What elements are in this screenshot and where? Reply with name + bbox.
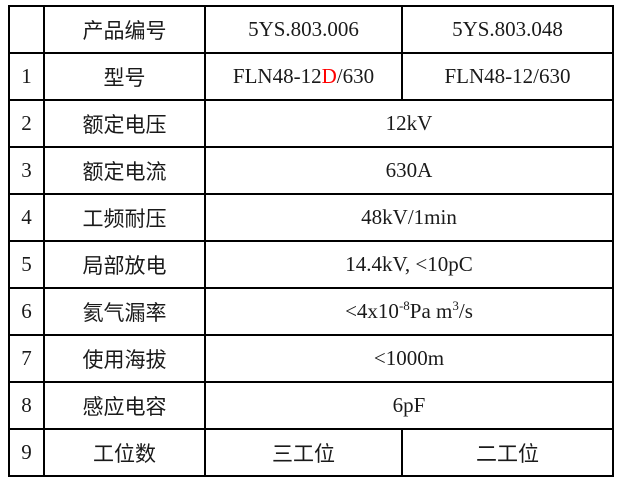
model-1-cell: FLN48-12D/630 [204, 52, 403, 101]
spec-label-station-count: 工位数 [43, 428, 206, 477]
induced-capacitance-value-cell: 6pF [204, 381, 614, 430]
table-row-partial-discharge: 5 局部放电 14.4kV, <10pC [8, 240, 614, 289]
row-index-cell [8, 5, 45, 54]
table-row-induced-capacitance: 8 感应电容 6pF [8, 381, 614, 430]
row-index-cell: 6 [8, 287, 45, 336]
spec-label-rated-voltage: 额定电压 [43, 99, 206, 148]
spec-label-model: 型号 [43, 52, 206, 101]
table-row-altitude: 7 使用海拔 <1000m [8, 334, 614, 383]
leak-value-part2: Pa m [409, 299, 453, 323]
spec-label-partial-discharge: 局部放电 [43, 240, 206, 289]
model-1-highlight-letter: D [321, 64, 337, 88]
row-index-cell: 7 [8, 334, 45, 383]
helium-leak-rate-value-cell: <4x10-8Pa m3/s [204, 287, 614, 336]
leak-value-part3: /s [458, 299, 473, 323]
model-2-cell: FLN48-12/630 [401, 52, 614, 101]
row-index-cell: 3 [8, 146, 45, 195]
product-code-2-cell: 5YS.803.048 [401, 5, 614, 54]
row-index-cell: 9 [8, 428, 45, 477]
table-row-helium-leak-rate: 6 氦气漏率 <4x10-8Pa m3/s [8, 287, 614, 336]
table-row-rated-current: 3 额定电流 630A [8, 146, 614, 195]
leak-value-exponent: -8 [398, 298, 410, 313]
row-index-cell: 8 [8, 381, 45, 430]
altitude-value-cell: <1000m [204, 334, 614, 383]
spec-label-product-code: 产品编号 [43, 5, 206, 54]
spec-label-rated-current: 额定电流 [43, 146, 206, 195]
product-spec-table-container: 产品编号 5YS.803.006 5YS.803.048 1 型号 FLN48-… [8, 5, 614, 477]
table-row-header: 产品编号 5YS.803.006 5YS.803.048 [8, 5, 614, 54]
row-index-cell: 2 [8, 99, 45, 148]
spec-label-induced-capacitance: 感应电容 [43, 381, 206, 430]
spec-label-power-freq-withstand: 工频耐压 [43, 193, 206, 242]
product-code-1-cell: 5YS.803.006 [204, 5, 403, 54]
spec-label-altitude: 使用海拔 [43, 334, 206, 383]
station-count-value-1-cell: 三工位 [204, 428, 403, 477]
product-spec-table: 产品编号 5YS.803.006 5YS.803.048 1 型号 FLN48-… [8, 5, 614, 477]
leak-value-cube: 3 [452, 298, 459, 313]
model-1-prefix: FLN48-12 [232, 64, 322, 88]
row-index-cell: 1 [8, 52, 45, 101]
row-index-cell: 4 [8, 193, 45, 242]
partial-discharge-value-cell: 14.4kV, <10pC [204, 240, 614, 289]
table-row-station-count: 9 工位数 三工位 二工位 [8, 428, 614, 477]
power-freq-withstand-value-cell: 48kV/1min [204, 193, 614, 242]
rated-current-value-cell: 630A [204, 146, 614, 195]
leak-value-part1: <4x10 [345, 299, 399, 323]
table-row-rated-voltage: 2 额定电压 12kV [8, 99, 614, 148]
table-row-model: 1 型号 FLN48-12D/630 FLN48-12/630 [8, 52, 614, 101]
table-row-power-freq-withstand: 4 工频耐压 48kV/1min [8, 193, 614, 242]
rated-voltage-value-cell: 12kV [204, 99, 614, 148]
row-index-cell: 5 [8, 240, 45, 289]
spec-label-helium-leak-rate: 氦气漏率 [43, 287, 206, 336]
station-count-value-2-cell: 二工位 [401, 428, 614, 477]
model-1-suffix: /630 [336, 64, 375, 88]
